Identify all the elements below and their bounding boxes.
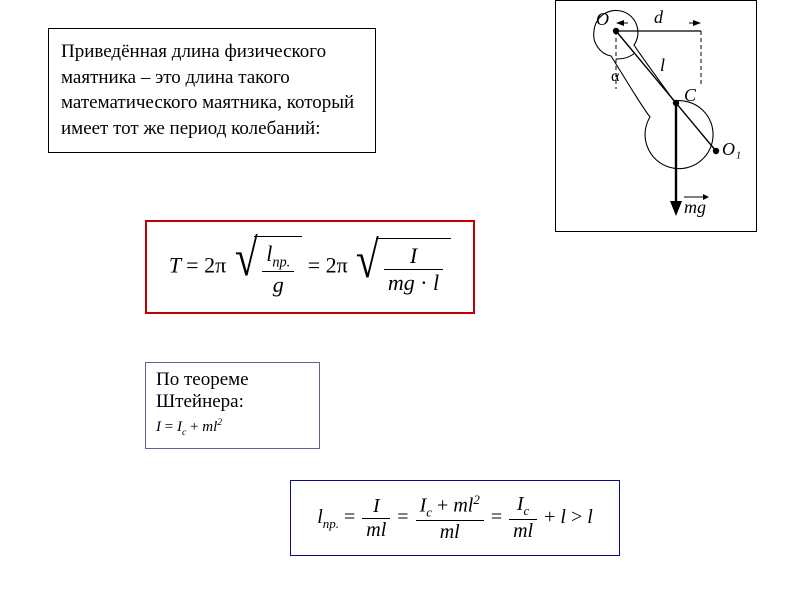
label-l: l (660, 55, 665, 75)
period-formula: T = 2π √ lпр. g = 2π √ I mg · l (169, 236, 451, 298)
lpr-formula-box: lпр. = I ml = Ic + ml2 ml = Ic ml + l > … (290, 480, 620, 556)
definition-box: Приведённая длина физического маятника –… (48, 28, 376, 153)
label-O: O (596, 9, 609, 29)
label-alpha: α (611, 68, 620, 85)
steiner-title: По теореме Штейнера: (156, 369, 309, 413)
label-O1: O₁ (722, 139, 741, 159)
label-d: d (654, 7, 664, 27)
steiner-box: По теореме Штейнера: I = Ic + ml2 (145, 362, 320, 449)
definition-text: Приведённая длина физического маятника –… (61, 41, 354, 139)
pendulum-diagram: O d α l C O₁ mg (555, 0, 757, 232)
lpr-formula: lпр. = I ml = Ic + ml2 ml = Ic ml + l > … (317, 492, 593, 545)
period-formula-box: T = 2π √ lпр. g = 2π √ I mg · l (145, 220, 475, 314)
steiner-equation: I = Ic + ml2 (156, 417, 309, 438)
label-C: C (684, 85, 697, 105)
label-mg: mg (684, 197, 706, 217)
pendulum-svg: O d α l C O₁ mg (556, 1, 756, 231)
